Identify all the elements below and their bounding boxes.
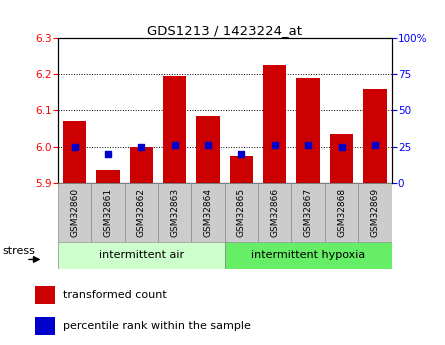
Text: intermittent hypoxia: intermittent hypoxia — [251, 250, 365, 260]
Bar — [96, 170, 120, 183]
Bar — [163, 76, 186, 183]
Text: percentile rank within the sample: percentile rank within the sample — [63, 321, 251, 331]
Bar — [196, 116, 220, 183]
Bar — [35, 317, 55, 335]
FancyBboxPatch shape — [325, 183, 358, 242]
Text: GSM32864: GSM32864 — [203, 188, 213, 237]
FancyBboxPatch shape — [58, 241, 225, 269]
Point — [105, 151, 112, 157]
FancyBboxPatch shape — [125, 183, 158, 242]
Bar — [35, 286, 55, 304]
Text: transformed count: transformed count — [63, 290, 167, 300]
FancyBboxPatch shape — [91, 183, 125, 242]
Bar — [63, 121, 86, 183]
FancyBboxPatch shape — [291, 183, 325, 242]
Text: GSM32861: GSM32861 — [103, 188, 113, 237]
Point — [372, 142, 379, 148]
Text: GSM32860: GSM32860 — [70, 188, 79, 237]
Text: GSM32865: GSM32865 — [237, 188, 246, 237]
Bar — [263, 65, 287, 183]
Point — [305, 142, 312, 148]
FancyBboxPatch shape — [58, 183, 91, 242]
Text: GSM32862: GSM32862 — [137, 188, 146, 237]
Bar — [363, 89, 387, 183]
Point — [338, 144, 345, 149]
FancyBboxPatch shape — [191, 183, 225, 242]
Text: GSM32869: GSM32869 — [370, 188, 380, 237]
Text: GSM32866: GSM32866 — [270, 188, 279, 237]
Point — [138, 144, 145, 149]
FancyBboxPatch shape — [258, 183, 291, 242]
FancyBboxPatch shape — [225, 241, 392, 269]
Text: GSM32863: GSM32863 — [170, 188, 179, 237]
Bar — [296, 78, 320, 183]
Text: stress: stress — [3, 246, 36, 256]
Text: GSM32867: GSM32867 — [303, 188, 313, 237]
Bar — [129, 147, 153, 183]
Point — [171, 142, 178, 148]
Text: intermittent air: intermittent air — [99, 250, 184, 260]
FancyBboxPatch shape — [225, 183, 258, 242]
Point — [71, 144, 78, 149]
Bar — [330, 134, 353, 183]
FancyBboxPatch shape — [358, 183, 392, 242]
Bar — [230, 156, 253, 183]
Point — [238, 151, 245, 157]
Point — [205, 142, 212, 148]
Point — [271, 142, 279, 148]
FancyBboxPatch shape — [158, 183, 191, 242]
Title: GDS1213 / 1423224_at: GDS1213 / 1423224_at — [147, 24, 302, 37]
Text: GSM32868: GSM32868 — [337, 188, 346, 237]
